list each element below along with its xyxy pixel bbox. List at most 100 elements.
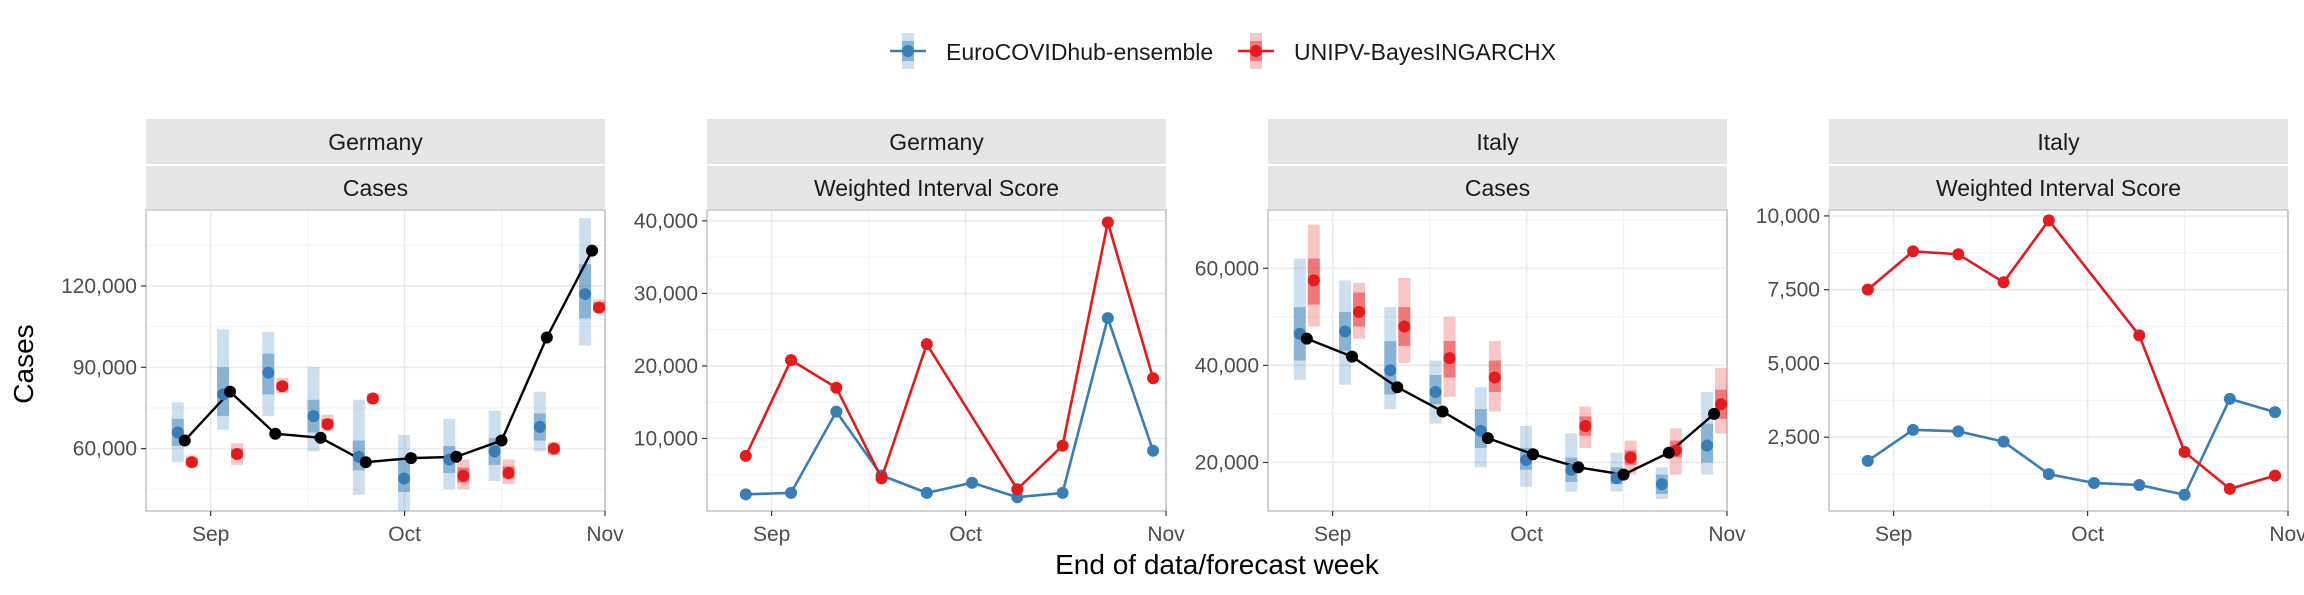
observed-point <box>1391 381 1404 394</box>
score-line-unipv <box>744 221 1155 492</box>
facet-label-location: Italy <box>2037 129 2080 155</box>
observed-line <box>1306 337 1715 476</box>
y-axis-title: Cases <box>8 324 39 403</box>
score-point <box>1907 245 1920 258</box>
plot-area <box>1861 214 2282 501</box>
facet-label-location: Germany <box>889 129 984 155</box>
score-point <box>920 486 933 499</box>
y-tick-label: 20,000 <box>634 355 698 378</box>
facet-panel-2: Germany Weighted Interval Score 10,000 20,0… <box>634 119 1185 546</box>
forecast-median-point <box>1655 478 1668 491</box>
x-tick-label: Oct <box>388 523 421 546</box>
score-point <box>1997 435 2010 448</box>
panel-border <box>706 209 1167 512</box>
y-tick-label: 20,000 <box>1195 451 1259 474</box>
observed-point <box>1300 332 1313 345</box>
score-point <box>2133 479 2146 492</box>
y-tick-label: 120,000 <box>61 275 137 298</box>
observed-point <box>1708 407 1721 420</box>
x-tick-label: Nov <box>1708 523 1746 546</box>
observed-point <box>1617 468 1630 481</box>
forecast-median-point <box>1398 320 1411 333</box>
score-point <box>2088 476 2101 489</box>
y-tick-label: 30,000 <box>634 282 698 305</box>
forecast-median-point <box>533 420 546 433</box>
score-point <box>1907 423 1920 436</box>
x-tick-label: Oct <box>2071 523 2104 546</box>
facet-label-location: Germany <box>328 129 423 155</box>
facet-strip-top <box>707 119 1166 164</box>
score-point <box>2133 329 2146 342</box>
score-point <box>1101 216 1114 229</box>
facet-label-metric: Weighted Interval Score <box>1936 175 2181 201</box>
score-point <box>1147 372 1160 385</box>
y-tick-label: 60,000 <box>1195 257 1259 280</box>
x-tick-label: Sep <box>192 523 229 546</box>
score-point <box>1101 312 1114 325</box>
forecast-median-point <box>457 469 470 482</box>
score-point <box>1952 248 1965 261</box>
observed-point <box>405 452 418 465</box>
interval-outer <box>1398 277 1411 363</box>
score-point <box>1997 276 2010 289</box>
plot-area <box>1293 224 1727 499</box>
interval-outer <box>1565 433 1578 492</box>
score-point <box>966 476 979 489</box>
score-point <box>875 472 888 485</box>
forecast-median-point <box>262 366 275 379</box>
legend-key-ensemble <box>890 33 926 69</box>
grid <box>146 210 606 511</box>
forecast-median-point <box>488 445 501 458</box>
grid <box>1829 210 2289 511</box>
forecast-median-point <box>1307 274 1320 287</box>
facet-strip-bottom <box>1829 166 2288 209</box>
observed-point <box>224 385 237 398</box>
forecast-median-point <box>231 448 244 461</box>
panel-border <box>145 209 606 512</box>
score-point <box>1011 483 1024 496</box>
forecast-median-point <box>1384 364 1397 377</box>
facet-label-metric: Cases <box>343 175 408 201</box>
observed-point <box>1481 432 1494 445</box>
legend-key-unipv <box>1238 33 1274 69</box>
panel-border <box>1828 209 2289 512</box>
x-tick-label: Oct <box>1510 523 1543 546</box>
x-tick-label: Sep <box>1314 523 1351 546</box>
score-point <box>785 354 798 367</box>
y-tick-label: 2,500 <box>1767 426 1820 449</box>
forecast-median-point <box>366 392 379 405</box>
forecast-median-point <box>398 472 411 485</box>
score-line-unipv <box>1866 218 2276 491</box>
observed-point <box>586 244 599 257</box>
y-tick-label: 5,000 <box>1767 352 1820 375</box>
observed-point <box>1436 405 1449 418</box>
score-line-ensemble <box>745 313 1155 499</box>
facet-panel-4: Italy Weighted Interval Score 2,500 5,000 7,… <box>1756 119 2304 546</box>
facet-label-metric: Weighted Interval Score <box>814 175 1059 201</box>
score-point <box>920 338 933 351</box>
y-tick-label: 60,000 <box>73 438 137 461</box>
forecast-median-point <box>185 456 198 469</box>
forecast-median-point <box>307 410 320 423</box>
observed-point <box>450 450 463 463</box>
y-tick-label: 10,000 <box>1756 205 1820 228</box>
forecast-median-point <box>1701 439 1714 452</box>
forecast-median-point <box>579 288 592 301</box>
score-point <box>2223 482 2236 495</box>
y-tick-label: 90,000 <box>73 356 137 379</box>
y-tick-label: 7,500 <box>1767 279 1820 302</box>
observed-point <box>1662 446 1675 459</box>
observed-point <box>1527 448 1540 461</box>
forecast-median-point <box>321 418 334 431</box>
observed-point <box>359 456 372 469</box>
forecast-median-point <box>1624 451 1637 464</box>
score-point <box>2178 488 2191 501</box>
x-tick-label: Sep <box>1875 523 1912 546</box>
forecast-median-point <box>1488 371 1501 384</box>
y-tick-label: 10,000 <box>634 427 698 450</box>
x-tick-label: Nov <box>586 523 624 546</box>
plot-area <box>171 218 605 511</box>
forecast-median-point <box>1339 325 1352 338</box>
forecast-median-point <box>1579 420 1592 433</box>
